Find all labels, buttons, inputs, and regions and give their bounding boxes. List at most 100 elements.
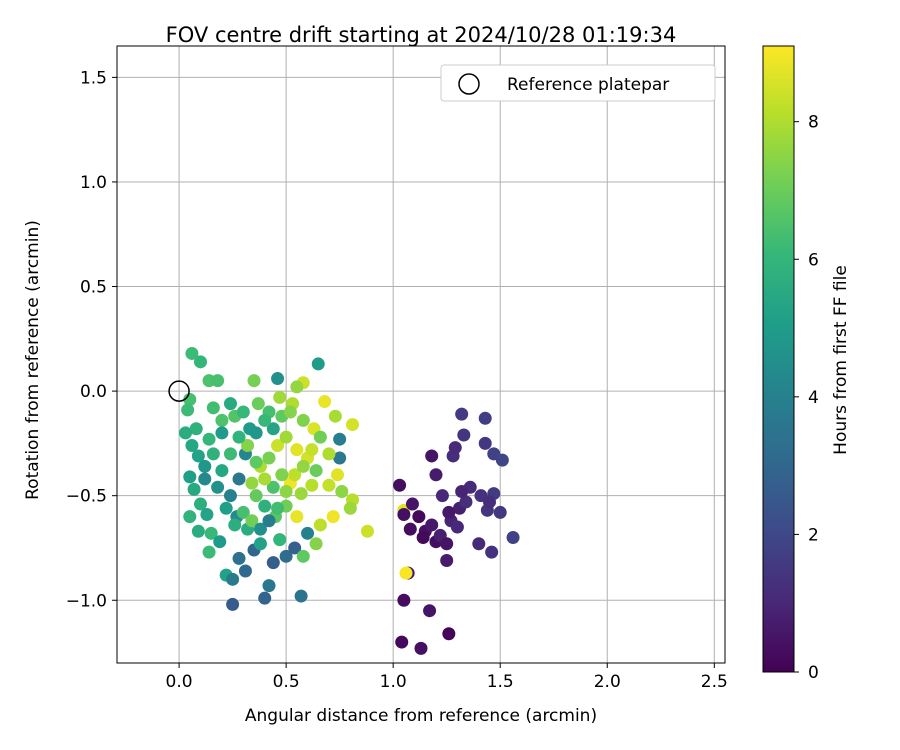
data-point xyxy=(253,537,267,551)
data-point xyxy=(305,478,319,492)
data-point xyxy=(258,413,272,427)
data-point xyxy=(185,438,199,452)
data-point xyxy=(179,426,193,440)
x-tick-label: 0.0 xyxy=(166,672,193,692)
colorbar-tick-label: 2 xyxy=(808,525,819,545)
data-point xyxy=(416,531,430,545)
plot-frame xyxy=(116,45,726,664)
data-point xyxy=(183,510,197,524)
x-axis-label: Angular distance from reference (arcmin) xyxy=(245,706,597,726)
data-point xyxy=(185,346,199,360)
data-point xyxy=(211,480,225,494)
x-axis: 0.0 0.5 1.0 1.5 2.0 2.5 xyxy=(166,663,728,692)
data-point xyxy=(273,390,287,404)
data-point xyxy=(455,484,469,498)
data-point xyxy=(279,484,293,498)
data-point xyxy=(193,355,207,369)
data-point xyxy=(440,537,454,551)
data-point xyxy=(232,551,246,565)
data-point xyxy=(506,531,520,545)
data-point xyxy=(457,428,471,442)
data-point xyxy=(397,508,411,522)
x-tick-label: 0.5 xyxy=(273,672,300,692)
data-point xyxy=(191,524,205,538)
data-point xyxy=(206,401,220,415)
colorbar: 0 2 4 6 8 Hours from first FF file xyxy=(762,45,851,683)
data-point xyxy=(483,495,497,509)
data-point xyxy=(258,472,272,486)
data-point xyxy=(245,514,259,528)
data-point xyxy=(226,572,240,586)
legend-marker-icon xyxy=(458,73,480,95)
data-point xyxy=(202,545,216,559)
colorbar-tick-label: 4 xyxy=(808,388,819,408)
data-point xyxy=(429,468,443,482)
data-point xyxy=(183,392,197,406)
data-point xyxy=(414,641,428,655)
data-point xyxy=(395,635,409,649)
data-point xyxy=(181,403,195,417)
data-point xyxy=(440,554,454,568)
data-point xyxy=(294,589,308,603)
data-point xyxy=(343,501,357,515)
data-point xyxy=(189,422,203,436)
data-point xyxy=(262,514,276,528)
data-point xyxy=(403,522,417,536)
data-point xyxy=(459,495,473,509)
data-point xyxy=(275,468,289,482)
data-point xyxy=(333,432,347,446)
colorbar-tick-label: 0 xyxy=(808,663,819,683)
data-point xyxy=(493,505,507,519)
data-point xyxy=(495,453,509,467)
y-tick-label: 0.0 xyxy=(80,382,107,402)
data-point xyxy=(187,482,201,496)
data-point xyxy=(290,380,304,394)
y-tick-label: 1.5 xyxy=(80,68,107,88)
reference-marker-group xyxy=(168,380,190,402)
data-point xyxy=(442,505,456,519)
y-axis: −1.0 −0.5 0.0 0.5 1.0 1.5 xyxy=(66,68,117,611)
legend: Reference platepar xyxy=(440,64,716,102)
data-point xyxy=(309,537,323,551)
data-point xyxy=(202,432,216,446)
data-point xyxy=(296,413,310,427)
chart-title: FOV centre drift starting at 2024/10/28 … xyxy=(166,23,677,47)
data-point xyxy=(241,438,255,452)
data-point xyxy=(193,497,207,511)
data-point xyxy=(258,499,272,513)
data-point xyxy=(258,591,272,605)
data-point xyxy=(393,478,407,492)
y-tick-label: 0.5 xyxy=(80,278,107,298)
data-point xyxy=(283,405,297,419)
data-point xyxy=(333,451,347,465)
data-point xyxy=(223,447,237,461)
data-point xyxy=(266,480,280,494)
data-point xyxy=(183,470,197,484)
data-point xyxy=(247,374,261,388)
data-point xyxy=(331,468,345,482)
data-point xyxy=(423,604,437,618)
data-point xyxy=(249,489,263,503)
data-point xyxy=(290,443,304,457)
data-point xyxy=(271,501,285,515)
data-point xyxy=(412,510,426,524)
data-point xyxy=(249,426,263,440)
data-point xyxy=(223,397,237,411)
x-tick-label: 2.5 xyxy=(701,672,728,692)
data-point xyxy=(288,468,302,482)
data-point xyxy=(472,537,486,551)
data-point xyxy=(236,405,250,419)
data-point xyxy=(311,357,325,371)
data-point xyxy=(232,430,246,444)
data-point xyxy=(290,510,304,524)
data-point xyxy=(232,472,246,486)
data-point xyxy=(328,409,342,423)
data-point xyxy=(335,484,349,498)
x-tick-label: 1.5 xyxy=(487,672,514,692)
data-point xyxy=(215,464,229,478)
data-point xyxy=(279,430,293,444)
colorbar-tick-label: 6 xyxy=(808,250,819,270)
data-point xyxy=(448,441,462,455)
data-point xyxy=(253,522,267,536)
data-point xyxy=(399,566,413,580)
